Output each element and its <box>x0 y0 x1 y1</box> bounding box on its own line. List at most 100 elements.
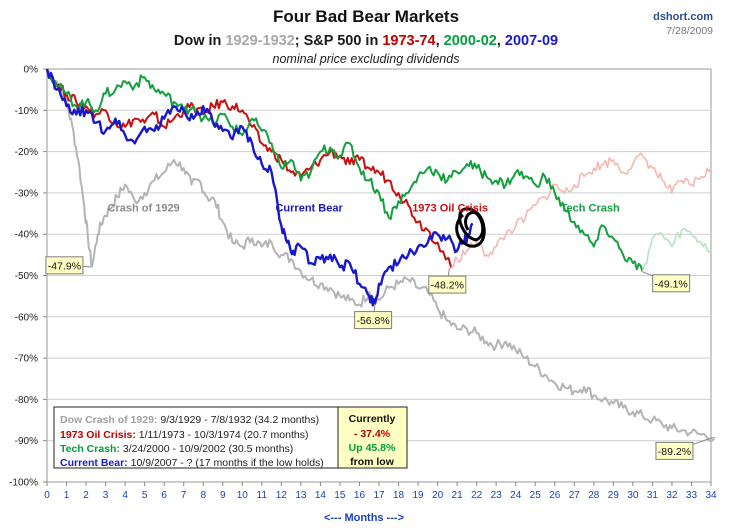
x-tick-label: 20 <box>432 490 444 501</box>
x-tick-label: 25 <box>530 490 542 501</box>
legend-detail-oil: 1/11/1973 - 10/3/1974 (20.7 months) <box>136 429 309 441</box>
callout-text: -47.9% <box>48 260 81 272</box>
legend-row-dow: Dow Crash of 1929: 9/3/1929 - 7/8/1932 (… <box>60 414 319 426</box>
y-tick-label: -20% <box>15 147 38 158</box>
y-tick-label: 0% <box>24 65 39 76</box>
legend-row-oil: 1973 Oil Crisis: 1/11/1973 - 10/3/1974 (… <box>60 429 308 441</box>
x-tick-label: 28 <box>588 490 600 501</box>
legend-row-current: Current Bear: 10/9/2007 - ? (17 months i… <box>60 457 324 469</box>
callout-box <box>354 311 393 330</box>
x-tick-label: 24 <box>510 490 522 501</box>
x-tick-label: 6 <box>161 490 167 501</box>
x-tick-label: 15 <box>334 490 346 501</box>
x-tick-label: 30 <box>627 490 639 501</box>
series-line-3 <box>46 68 644 273</box>
x-tick-label: 33 <box>686 490 698 501</box>
x-axis: 0 1 2 3 4 5 6 7 8 9 10 11 12 13 14 15 16 17 18 19 20 21 22 23 24… <box>44 482 717 501</box>
y-axis: 0% -10% -20% -30% -40% -50% -60% -70% -80% -90% -1… <box>9 65 47 489</box>
y-tick-label: -60% <box>15 312 38 323</box>
date-label: 7/28/2009 <box>666 25 713 37</box>
series-line-4 <box>641 227 712 273</box>
legend-row-tech: Tech Crash: 3/24/2000 - 10/9/2002 (30.5 … <box>60 443 293 455</box>
x-tick-label: 31 <box>647 490 659 501</box>
callout-text: -48.2% <box>431 280 464 292</box>
y-tick-label: -100% <box>9 478 38 489</box>
legend-detail-tech: 3/24/2000 - 10/9/2002 (30.5 months) <box>120 443 293 455</box>
subtitle-part-0: Dow in <box>174 33 226 49</box>
current-decline: - 37.4% <box>354 428 391 440</box>
x-tick-label: 9 <box>220 490 226 501</box>
x-tick-label: 0 <box>44 490 50 501</box>
callout-3: -49.1% <box>642 271 691 293</box>
subtitle-part-2: ; S&P 500 in <box>295 33 383 49</box>
series-line-5 <box>45 68 474 307</box>
x-tick-label: 34 <box>705 490 717 501</box>
current-heading: Currently <box>349 413 396 425</box>
subtitle-part-4: , <box>436 33 444 49</box>
y-tick-label: -40% <box>15 230 38 241</box>
current-from-low: from low <box>350 456 395 468</box>
x-tick-label: 27 <box>569 490 581 501</box>
series-label-3: Tech Crash <box>561 202 620 214</box>
callout-box <box>45 256 84 275</box>
subtitle-part-1: 1929-1932 <box>225 33 294 49</box>
series-line-0 <box>46 68 716 442</box>
x-tick-label: 3 <box>103 490 109 501</box>
y-tick-label: -50% <box>15 271 38 282</box>
callout-box <box>428 275 467 294</box>
x-tick-label: 23 <box>491 490 503 501</box>
y-tick-label: -30% <box>15 188 38 199</box>
callout-1: -56.8% <box>354 303 393 330</box>
legend-name-tech: Tech Crash: <box>60 443 120 455</box>
x-tick-label: 21 <box>452 490 464 501</box>
chart-title: Four Bad Bear Markets <box>273 7 459 26</box>
callout-box <box>652 274 691 293</box>
legend-name-current: Current Bear: <box>60 457 128 469</box>
x-tick-label: 14 <box>315 490 327 501</box>
x-tick-label: 13 <box>295 490 307 501</box>
series-label-1: Current Bear <box>275 202 343 214</box>
x-tick-label: 12 <box>276 490 288 501</box>
x-tick-label: 16 <box>354 490 366 501</box>
source-label: dshort.com <box>653 11 713 23</box>
x-tick-label: 2 <box>83 490 89 501</box>
subtitle-part-7: 2007-09 <box>505 33 558 49</box>
current-rise: Up 45.8% <box>349 442 396 454</box>
callout-box <box>655 441 694 460</box>
y-tick-label: -80% <box>15 395 38 406</box>
legend-detail-current: 10/9/2007 - ? (17 months if the low hold… <box>128 457 324 469</box>
y-tick-label: -90% <box>15 436 38 447</box>
legend: Dow Crash of 1929: 9/3/1929 - 7/8/1932 (… <box>53 406 408 469</box>
x-tick-label: 18 <box>393 490 405 501</box>
x-tick-label: 11 <box>257 490 268 501</box>
x-tick-label: 7 <box>181 490 187 501</box>
legend-detail-dow: 9/3/1929 - 7/8/1932 (34.2 months) <box>157 414 319 426</box>
subtitle-part-6: , <box>497 33 505 49</box>
x-tick-label: 29 <box>608 490 620 501</box>
x-tick-label: 32 <box>666 490 678 501</box>
x-tick-label: 19 <box>412 490 424 501</box>
y-tick-label: -70% <box>15 354 38 365</box>
callout-text: -89.2% <box>658 446 691 458</box>
scribble-mark <box>455 207 486 248</box>
series-group <box>45 68 716 442</box>
chart-subtitle: Dow in 1929-1932; S&P 500 in 1973-74, 20… <box>174 33 558 49</box>
x-tick-label: 22 <box>471 490 483 501</box>
series-label-0: Crash of 1929 <box>108 202 180 214</box>
y-tick-label: -10% <box>15 106 38 117</box>
x-tick-label: 8 <box>200 490 206 501</box>
callout-4: -89.2% <box>655 436 714 460</box>
callout-text: -56.8% <box>356 315 389 327</box>
callout-0: -47.9% <box>45 256 91 275</box>
legend-name-dow: Dow Crash of 1929: <box>60 414 157 426</box>
value-callouts: -47.9% -56.8% -48.2% -49.1% -89.2% <box>45 256 714 460</box>
x-tick-label: 17 <box>373 490 385 501</box>
current-box <box>338 407 407 468</box>
subtitle-part-3: 1973-74 <box>382 33 435 49</box>
x-tick-label: 26 <box>549 490 561 501</box>
x-tick-label: 1 <box>64 490 70 501</box>
series-labels: Crash of 1929 Current Bear 1973 Oil Crisis… <box>108 202 620 214</box>
series-line-2 <box>450 152 712 269</box>
x-axis-label: <--- Months ---> <box>324 512 404 524</box>
